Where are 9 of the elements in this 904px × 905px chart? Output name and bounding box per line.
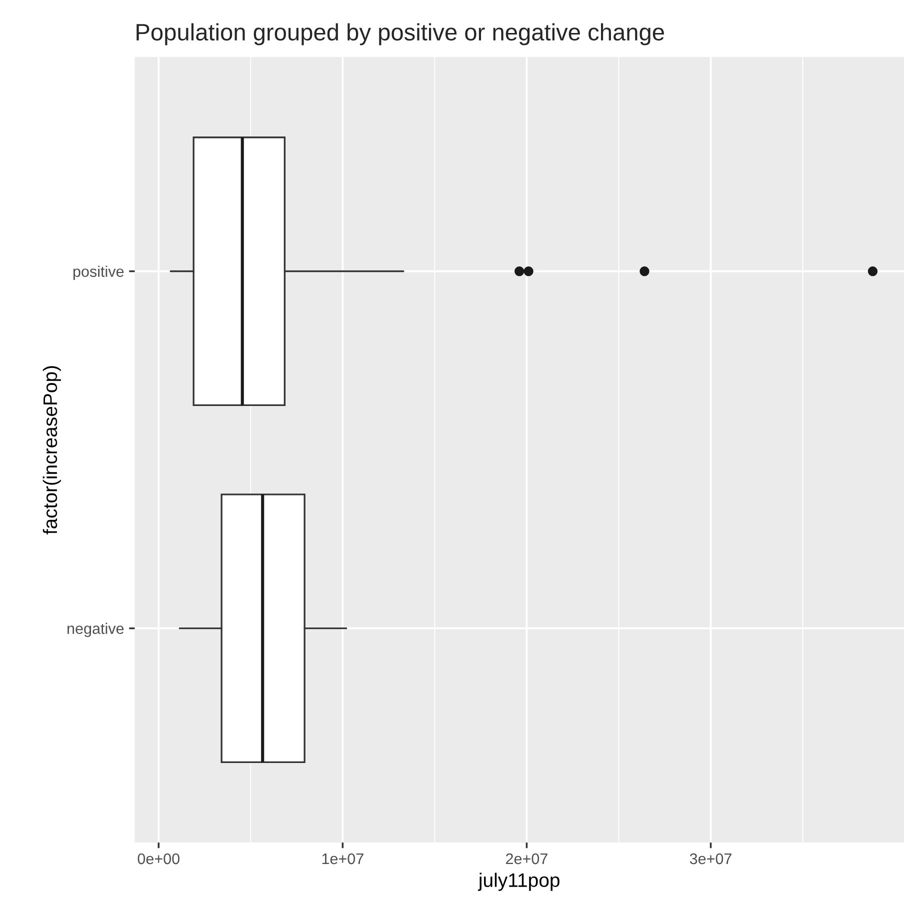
x-tick-label: 3e+07 [690, 853, 732, 864]
x-tick-label: 0e+00 [138, 853, 180, 864]
chart-title: Population grouped by positive or negative change [136, 23, 664, 46]
y-tick-label: negative [68, 622, 124, 638]
y-tick-label: positive [73, 266, 124, 280]
x-tick-label: 1e+07 [322, 853, 364, 864]
x-axis-title: july11pop [478, 872, 560, 891]
x-tick-label: 2e+07 [506, 853, 548, 864]
y-axis-title: factor(increasePop) [42, 366, 61, 534]
